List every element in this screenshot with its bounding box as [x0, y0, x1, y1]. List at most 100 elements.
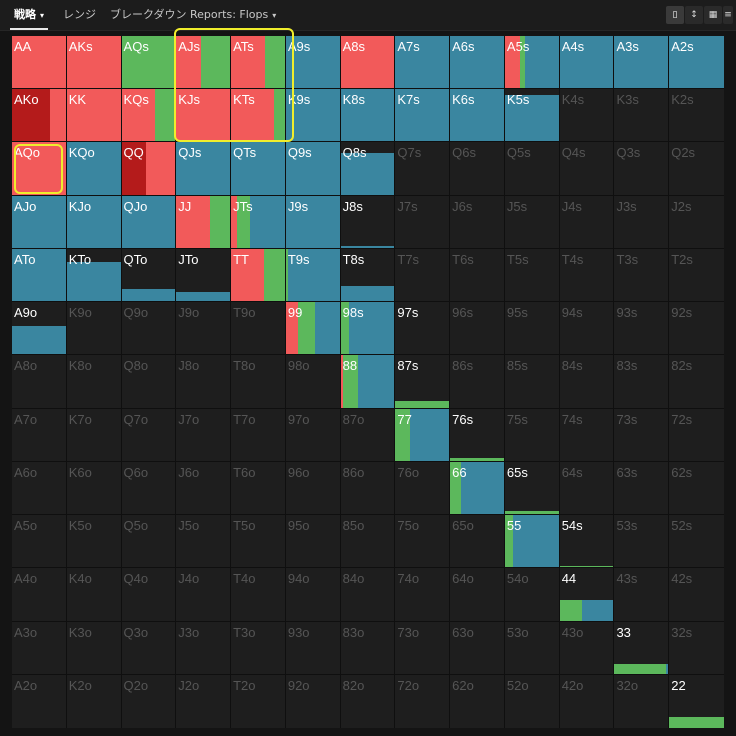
hand-cell-97o[interactable]: 97o [285, 408, 341, 462]
hand-cell-T7o[interactable]: T7o [231, 408, 286, 462]
hand-cell-33[interactable]: 33 [614, 621, 670, 675]
hand-cell-A9s[interactable]: A9s [285, 36, 341, 90]
hand-cell-55[interactable]: 55 [504, 515, 560, 569]
hand-cell-75s[interactable]: 75s [504, 408, 560, 462]
hand-cell-K2s[interactable]: K2s [669, 89, 724, 143]
hand-cell-AQo[interactable]: AQo [12, 142, 67, 196]
hand-cell-64o[interactable]: 64o [450, 568, 505, 622]
hand-cell-T9o[interactable]: T9o [231, 302, 286, 356]
hand-cell-82s[interactable]: 82s [669, 355, 724, 409]
hand-cell-Q4o[interactable]: Q4o [121, 568, 177, 622]
hand-cell-32o[interactable]: 32o [614, 674, 670, 728]
hand-cell-92o[interactable]: 92o [285, 674, 341, 728]
hand-cell-K3o[interactable]: K3o [66, 621, 122, 675]
tab-reports-flops[interactable]: Reports: Flops ▾ [190, 0, 276, 30]
hand-cell-82o[interactable]: 82o [340, 674, 396, 728]
hand-cell-87s[interactable]: 87s [395, 355, 451, 409]
hand-cell-42o[interactable]: 42o [559, 674, 615, 728]
hand-cell-J5s[interactable]: J5s [504, 195, 560, 249]
hand-cell-KQo[interactable]: KQo [66, 142, 122, 196]
hand-cell-AJo[interactable]: AJo [12, 195, 67, 249]
hand-cell-Q2o[interactable]: Q2o [121, 674, 177, 728]
hand-cell-87o[interactable]: 87o [340, 408, 396, 462]
hand-cell-84s[interactable]: 84s [559, 355, 615, 409]
hand-cell-J4s[interactable]: J4s [559, 195, 615, 249]
hand-cell-QQ[interactable]: QQ [121, 142, 177, 196]
hand-cell-Q5s[interactable]: Q5s [504, 142, 560, 196]
hand-cell-32s[interactable]: 32s [669, 621, 724, 675]
hand-cell-65s[interactable]: 65s [504, 461, 560, 516]
hand-cell-J2s[interactable]: J2s [669, 195, 724, 249]
hand-cell-T2s[interactable]: T2s [669, 248, 724, 303]
hand-cell-K3s[interactable]: K3s [614, 89, 670, 143]
hand-cell-T7s[interactable]: T7s [395, 248, 451, 303]
hand-cell-KQs[interactable]: KQs [121, 89, 177, 143]
hand-cell-J5o[interactable]: J5o [176, 515, 232, 569]
hand-cell-A4o[interactable]: A4o [12, 568, 67, 622]
hand-cell-73s[interactable]: 73s [614, 408, 670, 462]
hand-cell-T3s[interactable]: T3s [614, 248, 670, 303]
hand-cell-QTs[interactable]: QTs [231, 142, 286, 196]
hand-cell-JJ[interactable]: JJ [176, 195, 232, 249]
hand-cell-QJs[interactable]: QJs [176, 142, 232, 196]
hand-cell-QJo[interactable]: QJo [121, 195, 177, 249]
hand-cell-T8o[interactable]: T8o [231, 355, 286, 409]
hand-cell-K6s[interactable]: K6s [450, 89, 505, 143]
hand-cell-76o[interactable]: 76o [395, 461, 451, 516]
single-view-icon[interactable]: ▯ [666, 6, 684, 24]
hand-cell-98o[interactable]: 98o [285, 355, 341, 409]
hand-cell-85s[interactable]: 85s [504, 355, 560, 409]
hand-cell-76s[interactable]: 76s [450, 408, 505, 462]
hand-cell-Q4s[interactable]: Q4s [559, 142, 615, 196]
hand-cell-K6o[interactable]: K6o [66, 461, 122, 516]
hand-cell-JTo[interactable]: JTo [176, 248, 232, 303]
hand-cell-T8s[interactable]: T8s [340, 248, 396, 303]
hand-cell-KTo[interactable]: KTo [66, 248, 122, 303]
hand-cell-99[interactable]: 99 [285, 302, 341, 356]
hand-cell-98s[interactable]: 98s [340, 302, 396, 356]
hand-cell-A7s[interactable]: A7s [395, 36, 451, 90]
hand-cell-Q9o[interactable]: Q9o [121, 302, 177, 356]
hand-cell-K7o[interactable]: K7o [66, 408, 122, 462]
hand-cell-Q3o[interactable]: Q3o [121, 621, 177, 675]
hand-cell-A8o[interactable]: A8o [12, 355, 67, 409]
hand-cell-Q8s[interactable]: Q8s [340, 142, 396, 196]
hand-cell-Q6o[interactable]: Q6o [121, 461, 177, 516]
hand-cell-J8s[interactable]: J8s [340, 195, 396, 249]
hand-cell-62o[interactable]: 62o [450, 674, 505, 728]
hand-cell-K4s[interactable]: K4s [559, 89, 615, 143]
hand-cell-86s[interactable]: 86s [450, 355, 505, 409]
hand-cell-93s[interactable]: 93s [614, 302, 670, 356]
hand-cell-77[interactable]: 77 [395, 408, 451, 462]
hand-cell-J9o[interactable]: J9o [176, 302, 232, 356]
hand-cell-AKs[interactable]: AKs [66, 36, 122, 90]
hand-cell-QTo[interactable]: QTo [121, 248, 177, 303]
hand-cell-AJs[interactable]: AJs [176, 36, 232, 90]
hand-cell-T2o[interactable]: T2o [231, 674, 286, 728]
hand-cell-92s[interactable]: 92s [669, 302, 724, 356]
hand-cell-42s[interactable]: 42s [669, 568, 724, 622]
hand-cell-95s[interactable]: 95s [504, 302, 560, 356]
tab-strategy[interactable]: 戦略 ▾ [9, 0, 49, 30]
hand-cell-JTs[interactable]: JTs [231, 195, 286, 249]
hand-cell-A5s[interactable]: A5s [504, 36, 560, 90]
hand-cell-K8s[interactable]: K8s [340, 89, 396, 143]
hand-cell-83s[interactable]: 83s [614, 355, 670, 409]
hand-cell-ATo[interactable]: ATo [12, 248, 67, 303]
hand-cell-85o[interactable]: 85o [340, 515, 396, 569]
hand-cell-AQs[interactable]: AQs [121, 36, 177, 90]
hand-cell-84o[interactable]: 84o [340, 568, 396, 622]
hand-cell-Q5o[interactable]: Q5o [121, 515, 177, 569]
hand-cell-K7s[interactable]: K7s [395, 89, 451, 143]
hand-cell-54o[interactable]: 54o [504, 568, 560, 622]
hand-cell-96o[interactable]: 96o [285, 461, 341, 516]
hand-cell-88[interactable]: 88 [340, 355, 396, 409]
list-view-icon[interactable]: ≡ [723, 6, 733, 24]
hand-cell-A6s[interactable]: A6s [450, 36, 505, 90]
hand-cell-54s[interactable]: 54s [559, 515, 615, 569]
hand-cell-A8s[interactable]: A8s [340, 36, 396, 90]
hand-cell-66[interactable]: 66 [450, 461, 505, 516]
hand-cell-A9o[interactable]: A9o [12, 302, 67, 356]
hand-cell-K2o[interactable]: K2o [66, 674, 122, 728]
hand-cell-K5o[interactable]: K5o [66, 515, 122, 569]
